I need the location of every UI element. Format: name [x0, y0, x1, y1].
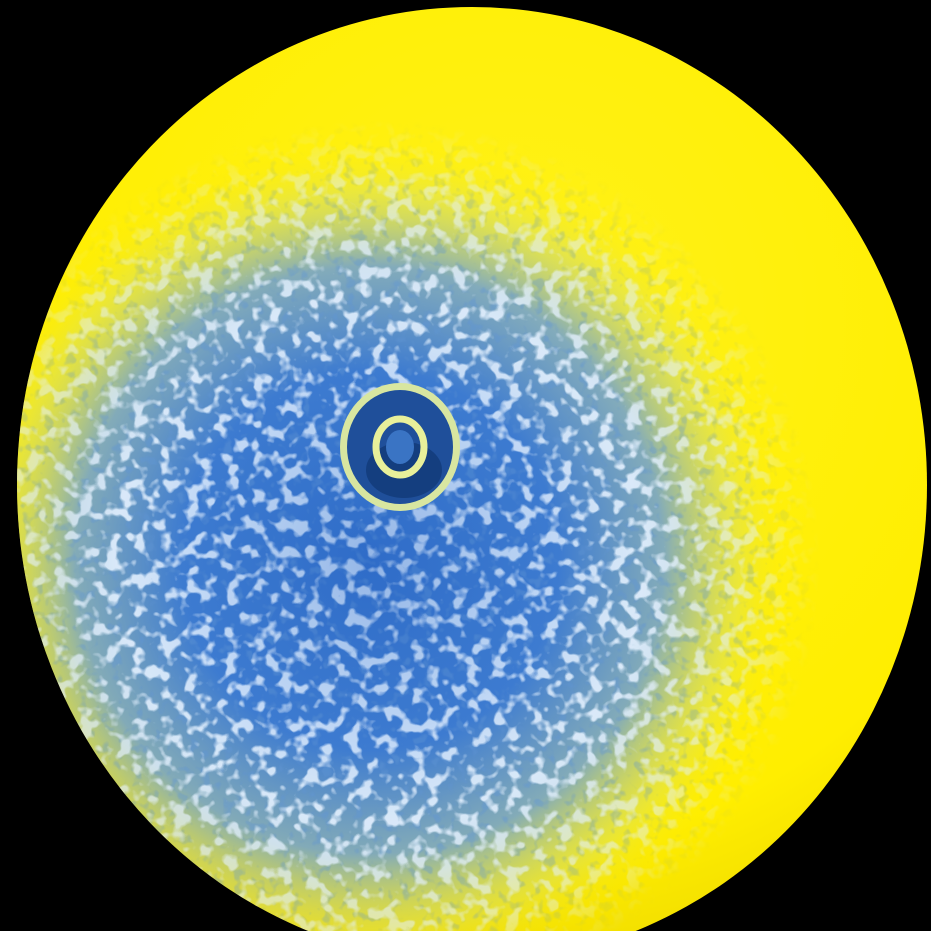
pore [340, 383, 460, 511]
pore-center [386, 430, 414, 464]
pore-ring [372, 415, 428, 479]
